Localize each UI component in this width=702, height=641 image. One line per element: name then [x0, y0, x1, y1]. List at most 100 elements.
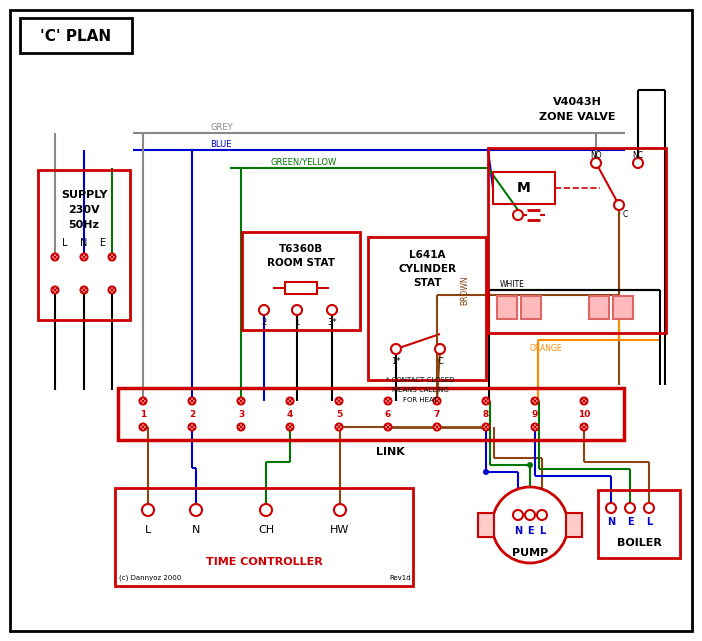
Circle shape [51, 287, 58, 294]
Text: LINK: LINK [376, 447, 404, 457]
Circle shape [286, 397, 293, 404]
Text: N: N [607, 517, 615, 527]
Text: 7: 7 [434, 410, 440, 419]
Circle shape [336, 397, 343, 404]
Text: BOILER: BOILER [616, 538, 661, 548]
Text: STAT: STAT [413, 278, 442, 288]
Text: 3: 3 [238, 410, 244, 419]
Circle shape [513, 210, 523, 220]
Text: 2: 2 [189, 410, 195, 419]
Text: BROWN: BROWN [460, 275, 469, 305]
Text: CYLINDER: CYLINDER [398, 264, 456, 274]
Text: E: E [627, 517, 633, 527]
Circle shape [644, 503, 654, 513]
FancyBboxPatch shape [613, 296, 633, 319]
Circle shape [625, 503, 635, 513]
Circle shape [109, 287, 116, 294]
Circle shape [260, 504, 272, 516]
Circle shape [189, 424, 195, 431]
Text: ORANGE: ORANGE [530, 344, 562, 353]
Text: Rev1d: Rev1d [389, 575, 411, 581]
Circle shape [581, 424, 588, 431]
Circle shape [581, 397, 588, 404]
Circle shape [591, 158, 601, 168]
Text: NO: NO [590, 151, 602, 160]
Text: L    N    E: L N E [62, 238, 106, 248]
Circle shape [237, 424, 244, 431]
Circle shape [482, 424, 489, 431]
Text: L: L [539, 526, 545, 536]
Text: 10: 10 [578, 410, 590, 419]
Text: 6: 6 [385, 410, 391, 419]
FancyBboxPatch shape [589, 296, 609, 319]
Circle shape [327, 305, 337, 315]
Circle shape [482, 397, 489, 404]
Text: 1: 1 [294, 317, 300, 326]
Ellipse shape [492, 487, 568, 563]
Text: * CONTACT CLOSED: * CONTACT CLOSED [386, 377, 454, 383]
Text: 3*: 3* [327, 317, 337, 326]
Circle shape [142, 504, 154, 516]
Circle shape [483, 469, 489, 475]
Text: SUPPLY: SUPPLY [61, 190, 107, 200]
Circle shape [259, 305, 269, 315]
Circle shape [527, 462, 533, 468]
Text: 1*: 1* [391, 356, 401, 365]
Circle shape [286, 424, 293, 431]
Circle shape [334, 504, 346, 516]
Circle shape [336, 424, 343, 431]
Circle shape [385, 397, 392, 404]
Text: M: M [517, 181, 531, 195]
Circle shape [51, 253, 58, 260]
Circle shape [391, 344, 401, 354]
Text: 5: 5 [336, 410, 342, 419]
Circle shape [513, 510, 523, 520]
Circle shape [525, 510, 535, 520]
Circle shape [109, 253, 116, 260]
Text: L: L [646, 517, 652, 527]
Circle shape [189, 397, 195, 404]
Text: ZONE VALVE: ZONE VALVE [538, 112, 615, 122]
Text: GREEN/YELLOW: GREEN/YELLOW [270, 158, 336, 167]
Text: TIME CONTROLLER: TIME CONTROLLER [206, 557, 322, 567]
FancyBboxPatch shape [20, 18, 132, 53]
Text: 8: 8 [483, 410, 489, 419]
Text: WHITE: WHITE [500, 279, 525, 288]
Text: E: E [526, 526, 534, 536]
Text: GREY: GREY [210, 122, 232, 131]
Text: PUMP: PUMP [512, 548, 548, 558]
Circle shape [531, 424, 538, 431]
Text: 4: 4 [287, 410, 293, 419]
Text: (c) Dannyoz 2000: (c) Dannyoz 2000 [119, 575, 181, 581]
Text: C: C [623, 210, 628, 219]
Text: N: N [514, 526, 522, 536]
Text: CH: CH [258, 525, 274, 535]
Circle shape [435, 344, 445, 354]
Text: L641A: L641A [409, 250, 445, 260]
Circle shape [385, 424, 392, 431]
FancyBboxPatch shape [497, 296, 517, 319]
FancyBboxPatch shape [478, 513, 494, 537]
FancyBboxPatch shape [521, 296, 541, 319]
Circle shape [633, 158, 643, 168]
Circle shape [140, 424, 147, 431]
Circle shape [537, 510, 547, 520]
Text: C: C [437, 356, 443, 365]
Text: 9: 9 [532, 410, 538, 419]
Text: V4043H: V4043H [552, 97, 602, 107]
Circle shape [81, 253, 88, 260]
Circle shape [292, 305, 302, 315]
Text: ROOM STAT: ROOM STAT [267, 258, 335, 268]
Text: T6360B: T6360B [279, 244, 323, 254]
Text: 2: 2 [261, 317, 267, 326]
Circle shape [81, 287, 88, 294]
Text: 50Hz: 50Hz [69, 220, 100, 230]
FancyBboxPatch shape [566, 513, 582, 537]
Text: N: N [192, 525, 200, 535]
Circle shape [434, 424, 440, 431]
Circle shape [531, 397, 538, 404]
Circle shape [606, 503, 616, 513]
Circle shape [237, 397, 244, 404]
Circle shape [190, 504, 202, 516]
Text: HW: HW [331, 525, 350, 535]
